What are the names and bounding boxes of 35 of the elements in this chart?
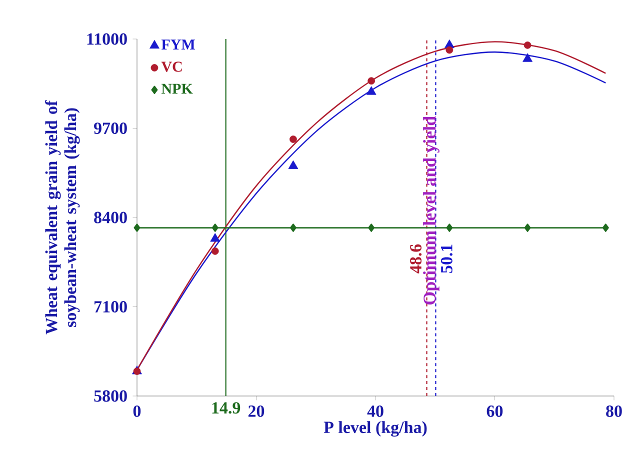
point bbox=[211, 247, 219, 255]
x-axis-title: P level (kg/ha) bbox=[324, 421, 427, 437]
legend-label: FYM bbox=[161, 40, 195, 50]
x-tick-label: 20 bbox=[248, 405, 264, 417]
y-tick-label: 8400 bbox=[94, 212, 127, 224]
annotation: Optimum level and yield bbox=[423, 116, 440, 305]
y-tick-label: 7100 bbox=[94, 301, 127, 312]
y-tick-label: 11000 bbox=[87, 33, 127, 45]
point bbox=[212, 224, 218, 232]
x-tick-label: 60 bbox=[486, 405, 503, 417]
y-tick-label: 5800 bbox=[94, 390, 127, 402]
point bbox=[366, 86, 376, 95]
point bbox=[524, 41, 532, 49]
point bbox=[446, 46, 454, 54]
x-tick-label: 80 bbox=[606, 405, 622, 417]
point bbox=[446, 224, 453, 232]
x-tick-label: 0 bbox=[133, 405, 141, 417]
y-tick-label: 9700 bbox=[94, 122, 127, 134]
point bbox=[524, 224, 531, 232]
point bbox=[522, 53, 532, 62]
ref-line-label: 48.6 bbox=[410, 244, 422, 274]
point bbox=[368, 77, 376, 85]
y-axis-title: Wheat equivalent grain yield of soybean-wheat system (kg/ha) bbox=[45, 100, 80, 334]
point bbox=[210, 233, 220, 242]
point bbox=[290, 136, 297, 143]
point bbox=[290, 224, 296, 232]
point bbox=[368, 224, 375, 232]
x-tick-label: 40 bbox=[367, 405, 384, 417]
ref-line-label: 14.9 bbox=[212, 402, 240, 414]
ref-line-label: 50.1 bbox=[440, 244, 452, 273]
point bbox=[288, 160, 298, 169]
legend-label: VC bbox=[161, 62, 182, 72]
point bbox=[134, 224, 140, 232]
legend-label: NPK bbox=[161, 84, 193, 94]
point bbox=[602, 224, 609, 232]
